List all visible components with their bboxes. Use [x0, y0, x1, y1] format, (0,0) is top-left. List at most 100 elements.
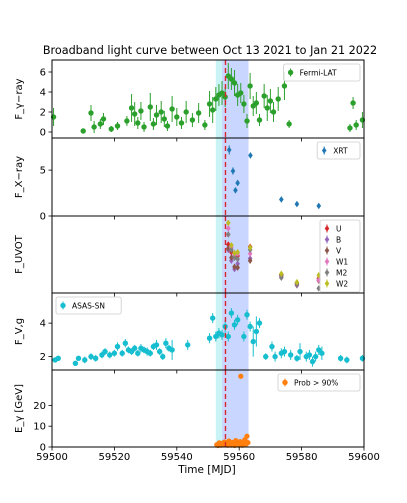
legend: Fermi-LAT — [283, 63, 361, 82]
data-point — [250, 338, 256, 345]
data-point — [141, 124, 147, 130]
data-point — [241, 333, 247, 340]
y-tick-label: 4 — [40, 88, 46, 99]
y-axis-label: F_X−ray — [14, 156, 25, 198]
legend-swatch — [324, 269, 330, 276]
data-point — [253, 100, 260, 106]
data-point — [128, 105, 135, 111]
data-point — [169, 106, 175, 112]
data-point — [209, 107, 216, 113]
data-point — [213, 96, 219, 102]
data-point — [153, 112, 160, 118]
y-tick-label: 0 — [40, 128, 46, 139]
data-point — [247, 244, 253, 251]
data-point — [241, 101, 247, 107]
data-point — [100, 116, 107, 122]
data-point — [235, 179, 240, 187]
data-point — [88, 353, 94, 360]
data-point — [281, 348, 288, 355]
data-point — [245, 440, 251, 446]
data-point — [150, 121, 157, 127]
data-point — [219, 332, 225, 338]
data-point — [235, 255, 240, 263]
data-point — [244, 312, 250, 318]
data-point — [244, 433, 250, 439]
y-tick-label: 20 — [33, 401, 46, 412]
data-point — [279, 274, 284, 281]
data-point — [131, 345, 138, 351]
y-tick-label: 10 — [33, 422, 46, 433]
data-point — [309, 358, 316, 365]
data-point — [279, 196, 284, 203]
data-point — [319, 350, 325, 356]
data-point — [235, 264, 240, 271]
data-point — [135, 350, 141, 356]
data-point — [82, 357, 88, 363]
legend-label: Prob > 90% — [294, 379, 338, 388]
chart-title: Broadband light curve between Oct 13 202… — [43, 44, 377, 57]
data-point — [269, 343, 275, 350]
data-point — [156, 348, 163, 355]
x-tick-label: 59600 — [348, 452, 380, 463]
legend-label: Fermi-LAT — [300, 69, 337, 78]
data-point — [119, 350, 125, 356]
panel-4: 2 4 F_V,g ASAS-SN — [14, 292, 366, 374]
legend: UBV W1 M2 W2 — [319, 219, 361, 293]
legend-label: W2 — [336, 280, 348, 289]
x-tick-label: 59520 — [98, 452, 130, 463]
data-point — [158, 109, 164, 115]
data-point — [206, 101, 213, 107]
legend-swatch — [324, 258, 330, 265]
panel-1: 0 2 4 6 F_γ−ray Fermi-LAT — [14, 59, 366, 142]
legend-box — [55, 296, 122, 315]
legend-box — [316, 141, 361, 160]
data-point — [111, 350, 118, 356]
data-point — [164, 123, 171, 129]
data-point — [92, 355, 99, 361]
data-point — [231, 322, 238, 328]
data-point — [153, 342, 160, 348]
data-point — [272, 353, 278, 360]
data-point — [102, 348, 108, 355]
data-point — [75, 355, 82, 361]
data-point — [138, 108, 144, 114]
data-point — [337, 355, 344, 361]
y-axis-label: E_γ [GeV] — [14, 384, 25, 433]
data-point — [209, 315, 216, 321]
data-point — [247, 323, 253, 330]
data-point — [306, 352, 313, 358]
data-point — [232, 263, 237, 271]
legend: XRT — [316, 141, 361, 160]
legend-box — [319, 219, 361, 293]
data-point — [206, 335, 213, 341]
data-point — [247, 83, 253, 89]
data-point — [350, 100, 356, 106]
data-point — [225, 219, 231, 227]
data-point — [88, 110, 94, 116]
data-point — [147, 104, 153, 110]
panel-2: 0 5 F_X−ray XRT — [14, 137, 365, 223]
data-point — [178, 120, 185, 126]
data-point — [228, 310, 235, 316]
legend-label: W1 — [336, 258, 348, 267]
data-point — [189, 117, 196, 123]
data-point — [72, 360, 79, 367]
data-point — [229, 254, 234, 261]
data-point — [263, 353, 269, 360]
legend-swatch — [282, 379, 288, 386]
data-point — [287, 352, 294, 358]
data-point — [238, 373, 244, 379]
x-tick-label: 59540 — [161, 452, 193, 463]
data-point — [248, 152, 253, 159]
data-point — [229, 246, 234, 254]
data-point — [225, 225, 231, 232]
data-point — [230, 167, 236, 175]
data-point — [114, 123, 121, 129]
data-point — [55, 355, 61, 361]
data-point — [312, 353, 319, 360]
y-tick-label: 2 — [40, 352, 46, 363]
data-point — [235, 260, 240, 268]
data-point — [225, 231, 231, 238]
panel-3: F_UVOT UBV W1 M2 W2 — [14, 215, 365, 297]
series-fermi-lat — [50, 63, 366, 134]
